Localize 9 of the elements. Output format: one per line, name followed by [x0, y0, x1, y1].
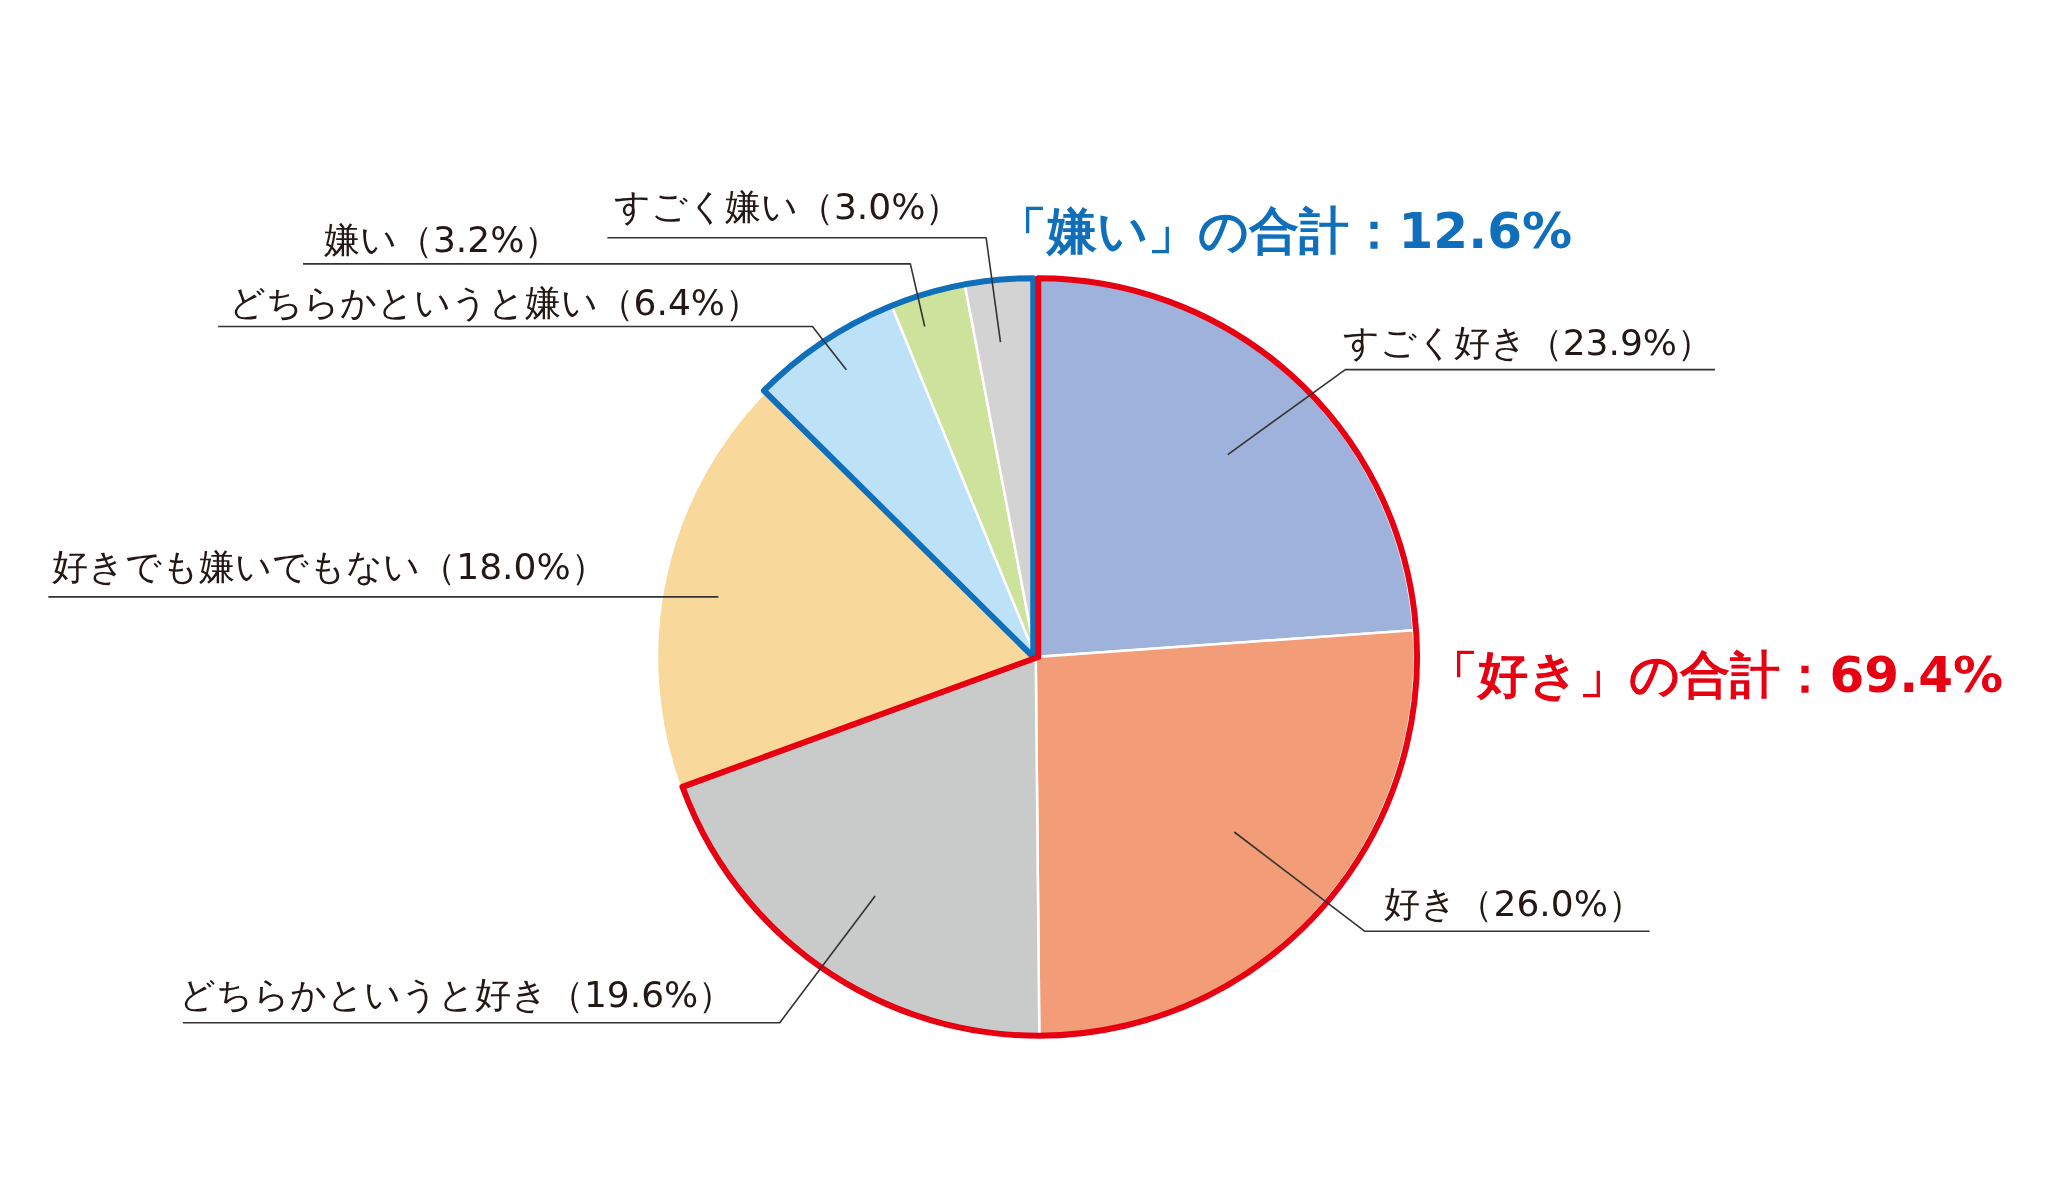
slice-label: すごく好き（23.9%）	[1342, 322, 1714, 364]
slice-label: 嫌い（3.2%）	[323, 219, 561, 261]
text: 「好き」の合計：69.4%	[1427, 646, 2004, 705]
text: 「嫌い」の合計：12.6%	[996, 202, 1573, 261]
slice-label: 好きでも嫌いでもない（18.0%）	[52, 545, 607, 587]
slice-label: すごく嫌い（3.0%）	[613, 186, 962, 228]
slice-label: 好き（26.0%）	[1384, 882, 1644, 924]
slice-label: どちらかというと嫌い（6.4%）	[228, 281, 762, 323]
slice-label: どちらかというと好き（19.6%）	[178, 974, 735, 1016]
